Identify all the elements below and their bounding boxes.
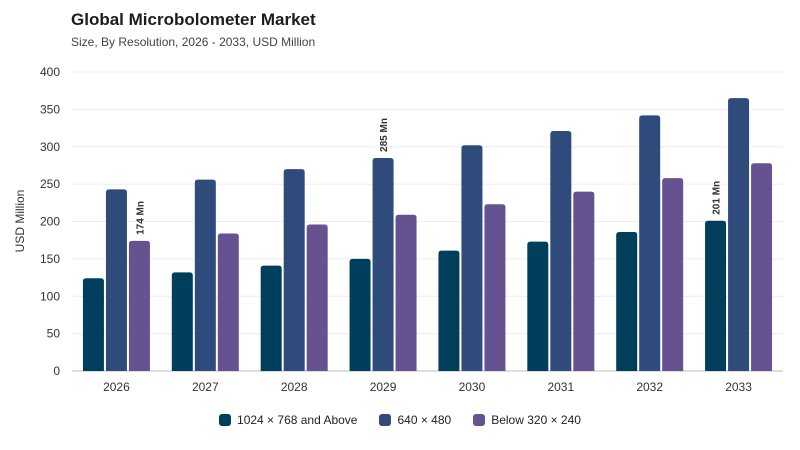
- x-tick-label: 2033: [725, 380, 752, 394]
- x-tick-label: 2027: [192, 380, 219, 394]
- bar: [306, 224, 328, 371]
- x-tick-label: 2028: [281, 380, 308, 394]
- bar: [283, 169, 305, 371]
- y-tick-label: 0: [53, 364, 60, 378]
- bar: [438, 250, 460, 371]
- legend-item-320[interactable]: Below 320 × 240: [473, 413, 581, 427]
- legend-label: Below 320 × 240: [491, 413, 581, 427]
- bar: [461, 145, 483, 371]
- x-tick-label: 2030: [459, 380, 486, 394]
- legend: 1024 × 768 and Above 640 × 480 Below 320…: [0, 413, 800, 427]
- y-tick-label: 150: [40, 252, 60, 266]
- bar: [662, 178, 684, 371]
- legend-swatch: [473, 414, 486, 426]
- chart-title: Global Microbolometer Market: [71, 10, 316, 29]
- bar: [639, 115, 661, 371]
- data-label: 201 Mn: [712, 181, 723, 215]
- legend-item-640[interactable]: 640 × 480: [379, 413, 451, 427]
- bar: [484, 204, 506, 371]
- x-tick-label: 2026: [103, 380, 130, 394]
- bar: [728, 98, 750, 371]
- y-tick-label: 400: [40, 65, 60, 79]
- bar: [171, 272, 193, 371]
- bar: [217, 233, 239, 371]
- bar: [616, 231, 638, 371]
- bars: [82, 98, 773, 371]
- bar: [751, 163, 773, 371]
- y-tick-label: 350: [40, 102, 60, 116]
- bar: [395, 214, 417, 371]
- legend-label: 640 × 480: [397, 413, 452, 427]
- x-tick-label: 2029: [370, 380, 397, 394]
- chart-subtitle: Size, By Resolution, 2026 - 2033, USD Mi…: [71, 35, 316, 49]
- y-tick-label: 100: [40, 289, 60, 303]
- bar: [573, 191, 595, 371]
- legend-swatch: [219, 414, 232, 426]
- legend-item-1024[interactable]: 1024 × 768 and Above: [219, 413, 357, 427]
- bar: [128, 240, 150, 371]
- bar: [349, 258, 371, 371]
- data-label: 174 Mn: [135, 201, 146, 235]
- y-tick-label: 250: [40, 177, 60, 191]
- y-tick-label: 50: [47, 327, 61, 341]
- bar-chart: 0 50 100 150 200 250 300 350 400 2026 2027 2028 2029…: [13, 65, 783, 394]
- legend-label: 1024 × 768 and Above: [237, 413, 358, 427]
- bar: [105, 189, 127, 371]
- bar: [372, 157, 394, 371]
- bar: [260, 265, 282, 371]
- x-tick-label: 2032: [636, 380, 663, 394]
- data-label: 285 Mn: [379, 118, 390, 152]
- bar: [550, 131, 572, 371]
- y-tick-label: 200: [40, 215, 60, 229]
- y-tick-label: 300: [40, 140, 60, 154]
- bar: [705, 220, 727, 371]
- bar: [527, 241, 549, 371]
- y-axis-label: USD Million: [13, 190, 27, 253]
- bar: [82, 278, 104, 371]
- legend-swatch: [379, 414, 392, 426]
- axis-labels: 0 50 100 150 200 250 300 350 400 2026 2027 2028 2029…: [40, 65, 752, 394]
- bar: [194, 179, 216, 371]
- x-tick-label: 2031: [547, 380, 574, 394]
